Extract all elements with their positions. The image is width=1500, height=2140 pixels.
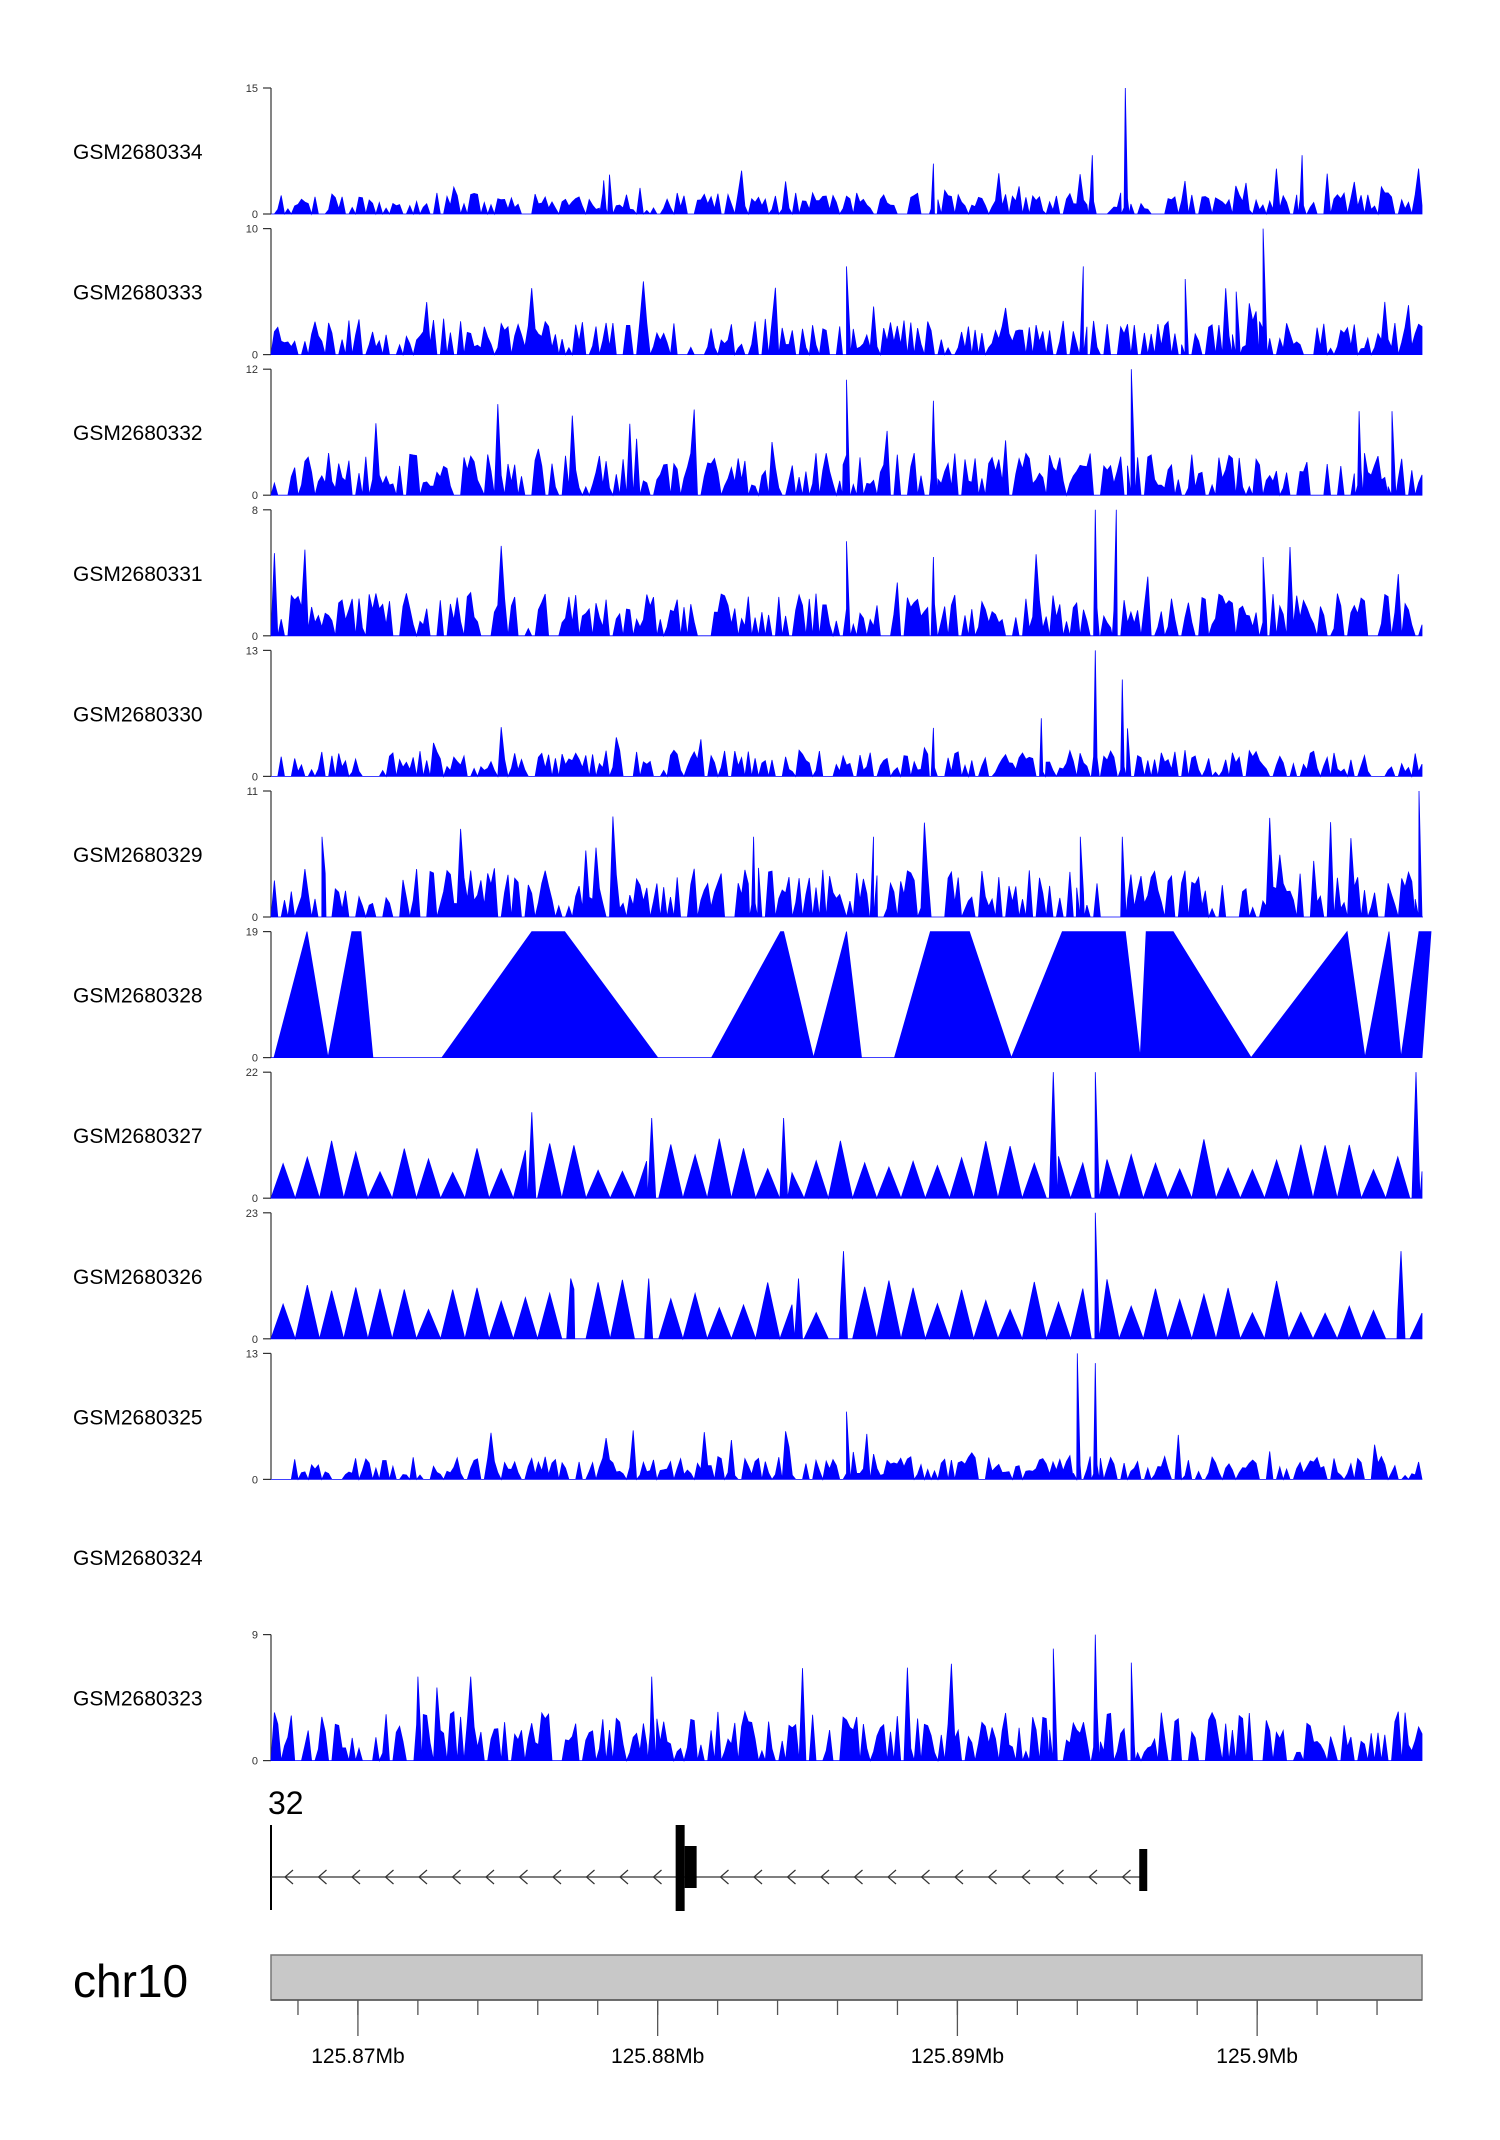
y-tick-label-max: 19 <box>246 927 258 939</box>
y-tick-label-min: 0 <box>252 912 258 924</box>
track-label: GSM2680329 <box>73 844 203 867</box>
track-label: GSM2680327 <box>73 1125 203 1148</box>
chromosome-axis: chr10 125.87Mb 125.88Mb 125.89Mb 125.9Mb <box>73 1954 1423 2068</box>
y-tick-label-min: 0 <box>252 1053 258 1065</box>
strand-arrow <box>1021 1869 1031 1885</box>
strand-arrow <box>887 1869 897 1885</box>
gene-track: 32 <box>268 1785 1148 1911</box>
exon-major <box>675 1825 685 1911</box>
track-GSM2680325: GSM2680325 13 0 <box>73 1348 1423 1486</box>
gene-label: 32 <box>268 1785 304 1821</box>
x-tick-label: 125.88Mb <box>611 2045 704 2068</box>
track-label: GSM2680323 <box>73 1688 203 1711</box>
x-tick-label: 125.9Mb <box>1216 2045 1298 2068</box>
strand-arrow <box>485 1869 495 1885</box>
y-tick-label-max: 9 <box>252 1630 258 1642</box>
y-tick-label-max: 23 <box>246 1208 258 1220</box>
x-tick-label: 125.89Mb <box>911 2045 1004 2068</box>
track-label: GSM2680332 <box>73 422 203 445</box>
track-label: GSM2680333 <box>73 282 203 305</box>
strand-arrow <box>987 1869 997 1885</box>
track-GSM2680326: GSM2680326 23 0 <box>73 1208 1423 1346</box>
coverage-area <box>270 1212 1423 1341</box>
chromosome-band <box>270 1954 1423 2001</box>
y-tick-label-min: 0 <box>252 1334 258 1346</box>
coverage-tracks: GSM2680334150GSM2680333100GSM2680332120G… <box>73 83 1432 1768</box>
y-tick-label-min: 0 <box>252 490 258 502</box>
x-tick-label: 125.87Mb <box>311 2045 404 2068</box>
track-GSM2680327: GSM2680327 22 0 <box>73 1067 1423 1205</box>
strand-arrow <box>920 1869 930 1885</box>
track-GSM2680334: GSM2680334 15 0 <box>73 83 1423 221</box>
strand-arrow <box>1088 1869 1098 1885</box>
strand-arrow <box>954 1869 964 1885</box>
track-GSM2680333: GSM2680333 10 0 <box>73 224 1423 362</box>
coverage-area <box>271 87 1423 216</box>
coverage-area <box>270 369 1423 497</box>
strand-arrow <box>820 1869 830 1885</box>
y-tick-label-min: 0 <box>252 350 258 362</box>
track-label: GSM2680324 <box>73 1547 203 1570</box>
track-label: GSM2680330 <box>73 703 203 726</box>
track-GSM2680324: GSM2680324 <box>73 1547 203 1570</box>
y-tick-label-min: 0 <box>252 631 258 643</box>
strand-arrow <box>652 1869 662 1885</box>
track-label: GSM2680331 <box>73 563 203 586</box>
strand-arrow <box>853 1869 863 1885</box>
track-GSM2680323: GSM2680323 9 0 <box>73 1630 1423 1768</box>
chromosome-label: chr10 <box>73 1955 188 2007</box>
strand-arrow <box>1054 1869 1064 1885</box>
y-tick-label-min: 0 <box>252 209 258 221</box>
y-tick-label-max: 11 <box>247 786 258 798</box>
exon-end <box>1139 1849 1148 1891</box>
strand-arrow <box>619 1869 629 1885</box>
track-label: GSM2680326 <box>73 1266 203 1289</box>
strand-arrow <box>451 1869 461 1885</box>
track-GSM2680330: GSM2680330 13 0 <box>73 645 1423 783</box>
coverage-area <box>270 1072 1423 1200</box>
coverage-area <box>271 930 1432 1059</box>
coverage-area <box>270 509 1423 638</box>
track-GSM2680332: GSM2680332 12 0 <box>73 364 1423 502</box>
strand-arrow <box>585 1869 595 1885</box>
strand-arrow <box>418 1869 428 1885</box>
y-tick-label-max: 12 <box>246 364 258 376</box>
track-label: GSM2680325 <box>73 1406 203 1429</box>
y-tick-label-max: 13 <box>246 645 258 657</box>
coverage-area <box>270 1634 1423 1763</box>
strand-arrow <box>1121 1869 1131 1885</box>
y-tick-label-max: 15 <box>246 83 258 95</box>
track-GSM2680329: GSM2680329 11 0 <box>73 786 1423 924</box>
strand-arrow <box>284 1869 294 1885</box>
exon-minor <box>684 1846 697 1888</box>
coverage-area <box>270 790 1423 919</box>
strand-arrow <box>518 1869 528 1885</box>
strand-arrow <box>753 1869 763 1885</box>
strand-arrow <box>351 1869 361 1885</box>
y-tick-label-max: 10 <box>246 224 258 236</box>
y-tick-label-min: 0 <box>252 1193 258 1205</box>
y-tick-label-max: 22 <box>246 1067 258 1079</box>
y-tick-label-max: 13 <box>246 1348 258 1360</box>
coverage-area <box>271 650 1423 778</box>
y-tick-label-min: 0 <box>252 771 258 783</box>
strand-arrow <box>552 1869 562 1885</box>
coverage-area <box>271 1353 1423 1481</box>
y-tick-label-min: 0 <box>252 1474 258 1486</box>
y-tick-label-max: 8 <box>252 505 258 517</box>
strand-arrow <box>786 1869 796 1885</box>
coverage-area <box>270 228 1423 357</box>
strand-arrow <box>719 1869 729 1885</box>
strand-arrow <box>384 1869 394 1885</box>
track-GSM2680331: GSM2680331 8 0 <box>73 505 1423 643</box>
strand-arrow <box>317 1869 327 1885</box>
y-tick-label-min: 0 <box>252 1756 258 1768</box>
track-label: GSM2680334 <box>73 141 203 164</box>
track-label: GSM2680328 <box>73 985 203 1008</box>
track-GSM2680328: GSM2680328 19 0 <box>73 927 1432 1065</box>
